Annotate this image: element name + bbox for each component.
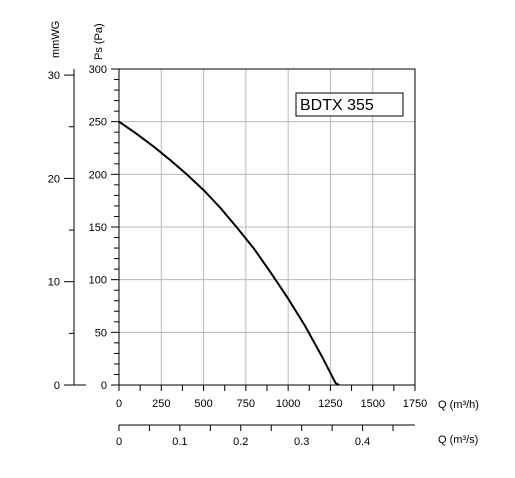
performance-curve: [118, 120, 340, 386]
y-tick-label: 250: [89, 117, 107, 129]
chart-title: BDTX 355: [300, 97, 374, 114]
y-axis-label: Ps (Pa): [93, 23, 105, 60]
secondary-y-tick-label: 0: [54, 380, 60, 392]
secondary-x-tick-label: 0.1: [172, 436, 187, 448]
secondary-x-axis-label: Q (m³/s): [438, 434, 478, 446]
x-tick-label: 1500: [360, 398, 384, 410]
y-tick-label: 150: [89, 222, 107, 234]
secondary-x-tick-label: 0.2: [233, 436, 248, 448]
y-tick-label: 0: [101, 380, 107, 392]
x-tick-label: 500: [194, 398, 212, 410]
grid: [119, 69, 415, 385]
x-tick-label: 250: [152, 398, 170, 410]
secondary-x-tick-label: 0: [116, 436, 122, 448]
secondary-y-axis-label: mmWG: [50, 21, 62, 58]
y-tick-label: 100: [89, 275, 107, 287]
x-tick-label: 750: [237, 398, 255, 410]
y-tick-label: 50: [95, 327, 107, 339]
x-tick-label: 1250: [318, 398, 342, 410]
axes: 0 250 500 750 1000 1250 1500 175005010015020025…: [48, 64, 427, 448]
x-tick-label: 0: [116, 398, 122, 410]
secondary-y-tick-label: 30: [48, 70, 60, 82]
x-axis-label: Q (m³/h): [438, 399, 479, 411]
model-label-box: [295, 92, 404, 117]
curve-layer: [118, 120, 340, 386]
x-tick-label: 1750: [403, 398, 427, 410]
y-tick-label: 300: [89, 64, 107, 76]
y-tick-label: 200: [89, 169, 107, 181]
secondary-x-tick-label: 0.3: [294, 436, 309, 448]
secondary-x-tick-label: 0.4: [355, 436, 370, 448]
secondary-y-tick-label: 20: [48, 173, 60, 185]
x-tick-label: 1000: [276, 398, 300, 410]
secondary-y-tick-label: 10: [48, 277, 60, 289]
